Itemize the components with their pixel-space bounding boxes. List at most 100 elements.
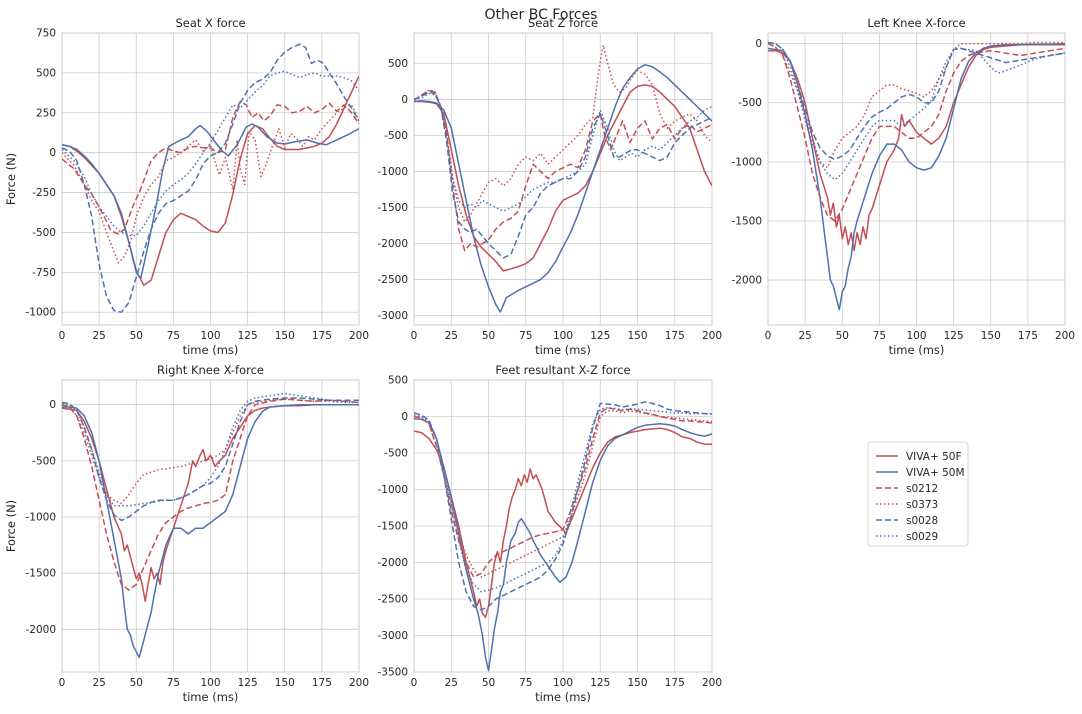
x-tick-label: 75 bbox=[167, 677, 180, 689]
y-tick-label: -1000 bbox=[377, 484, 408, 496]
subplot-title: Left Knee X-force bbox=[867, 16, 965, 30]
axes-frame bbox=[61, 32, 360, 326]
series-line-viva-50f bbox=[414, 84, 712, 272]
y-tick-label: 500 bbox=[36, 67, 56, 79]
x-tick-label: 0 bbox=[765, 330, 772, 342]
x-axis-label: time (ms) bbox=[535, 343, 591, 357]
x-tick-label: 200 bbox=[349, 330, 369, 342]
x-tick-label: 125 bbox=[590, 677, 610, 689]
x-tick-label: 25 bbox=[92, 330, 105, 342]
x-tick-label: 50 bbox=[130, 677, 143, 689]
subplots: 0 25 50 75 100 125 150 175 200-1000-750-500-2500… bbox=[4, 16, 1075, 704]
x-tick-label: 175 bbox=[312, 677, 332, 689]
y-tick-label: 0 bbox=[755, 38, 762, 50]
x-tick-label: 200 bbox=[702, 677, 722, 689]
y-tick-label: -1000 bbox=[731, 156, 762, 168]
series-line-s0028 bbox=[62, 43, 359, 313]
x-tick-label: 200 bbox=[1055, 330, 1075, 342]
y-tick-label: -500 bbox=[32, 455, 56, 467]
subplot-3: 0 25 50 75 100 125 150 175 200 -2000 -1500 -1000 -50… bbox=[731, 16, 1075, 357]
subplot-title: Feet resultant X-Z force bbox=[495, 363, 630, 377]
subplot-title: Right Knee X-force bbox=[157, 363, 264, 377]
y-tick-label: -1500 bbox=[377, 521, 408, 533]
y-tick-label: 0 bbox=[401, 94, 408, 106]
y-tick-label: 0 bbox=[49, 399, 56, 411]
series-line-s0028 bbox=[414, 401, 712, 611]
y-tick-label: -2000 bbox=[377, 557, 408, 569]
series-line-viva-50f bbox=[414, 427, 712, 619]
axes-frame bbox=[767, 32, 1066, 326]
x-tick-label: 100 bbox=[200, 677, 220, 689]
x-tick-label: 75 bbox=[519, 677, 532, 689]
x-tick-label: 0 bbox=[411, 677, 418, 689]
y-tick-label: -1500 bbox=[377, 202, 408, 214]
figure-title: Other BC Forces bbox=[485, 7, 598, 23]
y-tick-label: 750 bbox=[36, 28, 56, 40]
x-tick-label: 175 bbox=[1018, 330, 1038, 342]
y-tick-label: -500 bbox=[384, 130, 408, 142]
axes-frame bbox=[61, 379, 360, 673]
legend-entry-label: VIVA+ 50M bbox=[906, 467, 965, 479]
x-axis-label: time (ms) bbox=[183, 690, 239, 704]
x-tick-label: 150 bbox=[627, 677, 647, 689]
x-tick-label: 75 bbox=[167, 330, 180, 342]
y-tick-label: -2500 bbox=[377, 274, 408, 286]
y-axis-label: Force (N) bbox=[4, 153, 18, 205]
y-tick-label: 0 bbox=[401, 411, 408, 423]
axes-frame bbox=[413, 32, 713, 326]
x-tick-label: 150 bbox=[275, 330, 295, 342]
series-line-s0212 bbox=[414, 406, 712, 578]
y-tick-label: -1000 bbox=[377, 166, 408, 178]
y-tick-label: 500 bbox=[388, 58, 408, 70]
series-line-viva-50m bbox=[62, 123, 359, 280]
x-tick-label: 150 bbox=[981, 330, 1001, 342]
x-tick-label: 175 bbox=[665, 677, 685, 689]
x-tick-label: 100 bbox=[906, 330, 926, 342]
x-tick-label: 25 bbox=[92, 677, 105, 689]
y-tick-label: -2000 bbox=[731, 275, 762, 287]
series-line-s0029 bbox=[768, 42, 1065, 181]
x-tick-label: 25 bbox=[445, 330, 458, 342]
series-line-s0373 bbox=[414, 44, 712, 223]
y-tick-label: -3500 bbox=[377, 667, 408, 679]
x-tick-label: 50 bbox=[836, 330, 849, 342]
x-tick-label: 0 bbox=[411, 330, 418, 342]
y-tick-label: -1000 bbox=[25, 512, 56, 524]
y-tick-label: 500 bbox=[388, 375, 408, 387]
legend-entry-label: VIVA+ 50F bbox=[906, 451, 962, 463]
axes-frame bbox=[413, 379, 713, 673]
x-tick-label: 200 bbox=[349, 677, 369, 689]
x-tick-label: 0 bbox=[59, 677, 66, 689]
series-line-s0029 bbox=[414, 406, 712, 593]
y-tick-label: -500 bbox=[738, 97, 762, 109]
y-tick-label: -1000 bbox=[25, 307, 56, 319]
y-tick-label: -2000 bbox=[25, 624, 56, 636]
series-line-s0212 bbox=[768, 42, 1065, 222]
x-tick-label: 175 bbox=[312, 330, 332, 342]
x-tick-label: 125 bbox=[238, 330, 258, 342]
subplot-title: Seat X force bbox=[175, 16, 245, 30]
y-tick-label: -500 bbox=[32, 227, 56, 239]
legend-entry-label: s0212 bbox=[906, 483, 938, 495]
subplot-1: 0 25 50 75 100 125 150 175 200 -1000 -750 -500 -250 0… bbox=[4, 16, 369, 357]
x-tick-label: 125 bbox=[944, 330, 964, 342]
x-axis-label: time (ms) bbox=[889, 343, 945, 357]
subplot-2: 0 25 50 75 100 125 150 175 200 -3000 -2500 -2000 -15… bbox=[377, 16, 722, 357]
x-tick-label: 100 bbox=[553, 330, 573, 342]
subplot-5: 0 25 50 75 100 125 150 175 200 -3500 -3000 -2500 -20… bbox=[377, 363, 722, 704]
x-tick-label: 25 bbox=[445, 677, 458, 689]
x-tick-label: 200 bbox=[702, 330, 722, 342]
x-tick-label: 75 bbox=[519, 330, 532, 342]
y-tick-label: -250 bbox=[32, 187, 56, 199]
y-tick-label: -500 bbox=[384, 448, 408, 460]
x-tick-label: 100 bbox=[553, 677, 573, 689]
y-tick-label: -2500 bbox=[377, 594, 408, 606]
y-tick-label: -750 bbox=[32, 267, 56, 279]
x-tick-label: 50 bbox=[482, 677, 495, 689]
series-line-s0373 bbox=[62, 104, 359, 264]
y-tick-label: -1500 bbox=[25, 568, 56, 580]
series-line-s0373 bbox=[62, 398, 359, 505]
series-line-viva-50m bbox=[414, 417, 712, 672]
x-tick-label: 175 bbox=[665, 330, 685, 342]
